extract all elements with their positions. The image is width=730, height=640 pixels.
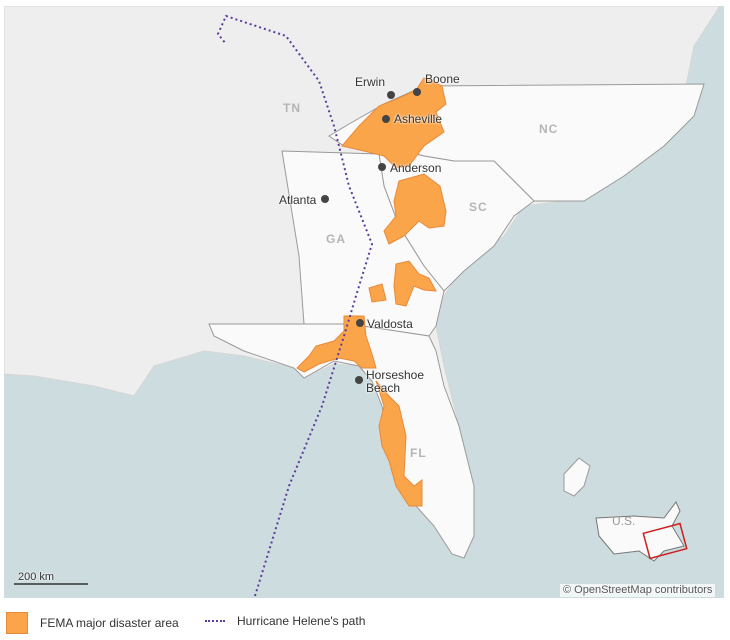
state-label: TN [283, 101, 301, 115]
legend-item: Hurricane Helene's path [205, 614, 365, 628]
fema-area [341, 77, 447, 169]
state-fl [208, 323, 475, 559]
legend-label: Hurricane Helene's path [237, 614, 366, 628]
city-label: Atlanta [279, 193, 317, 207]
inset-us [595, 501, 685, 562]
legend-item: FEMA major disaster area [6, 612, 179, 634]
city-label: Erwin [355, 75, 386, 89]
city-dot [387, 91, 395, 99]
legend-swatch [205, 620, 225, 622]
city-label: Boone [425, 72, 460, 86]
legend-swatch [6, 612, 28, 634]
fema-areas [296, 77, 447, 507]
city-dot [356, 319, 364, 327]
inset-label: U.S. [612, 514, 636, 528]
state-label: GA [326, 232, 346, 246]
inset [563, 457, 688, 562]
city-label: Asheville [394, 112, 443, 126]
state-label: SC [469, 200, 488, 214]
fema-area [393, 260, 437, 307]
city-dot [355, 376, 363, 384]
map [4, 6, 724, 598]
attribution: © OpenStreetMap contributors [560, 584, 716, 597]
state-label: FL [410, 446, 427, 460]
inset-alaska [563, 457, 591, 497]
city-label: Horseshoe Beach [366, 368, 425, 395]
city-dot [321, 195, 329, 203]
city-dots [321, 88, 421, 384]
fema-area [368, 283, 387, 303]
city-label: Anderson [390, 161, 442, 175]
hurricane-path [216, 14, 374, 597]
city-dot [413, 88, 421, 96]
scale-label: 200 km [18, 571, 55, 583]
inset-extent [642, 522, 688, 560]
city-label: Valdosta [367, 317, 413, 331]
legend-label: FEMA major disaster area [40, 616, 179, 630]
fema-area [375, 380, 423, 507]
fema-area [383, 173, 447, 245]
city-dot [378, 163, 386, 171]
fema-area [296, 315, 377, 373]
city-dot [382, 115, 390, 123]
state-label: NC [539, 122, 559, 136]
